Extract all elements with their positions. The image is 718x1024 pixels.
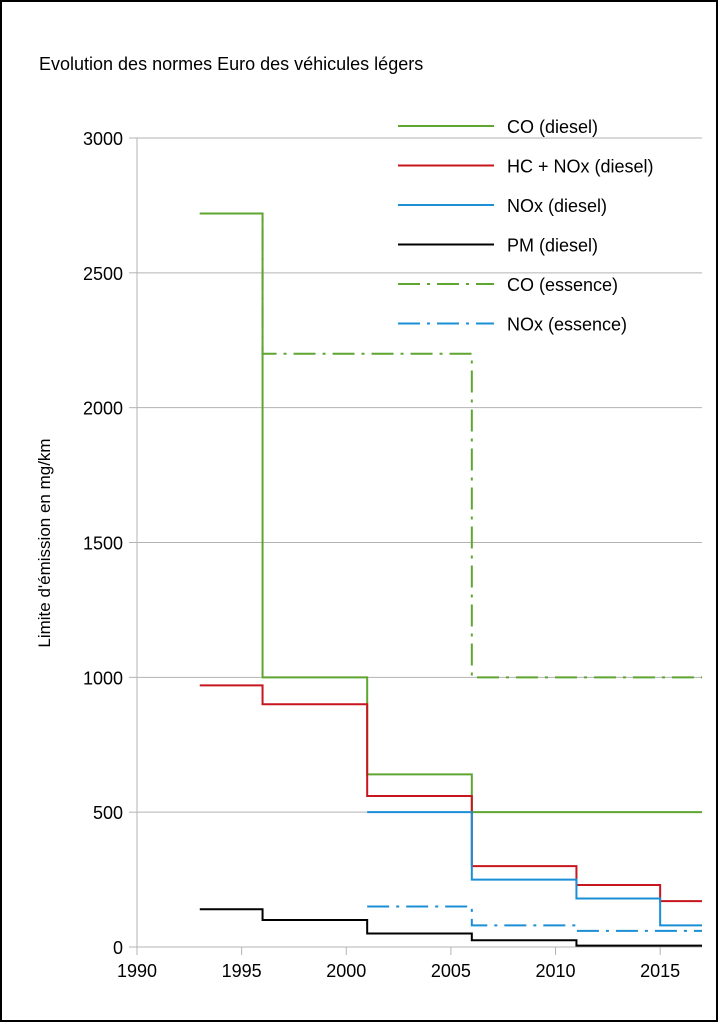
legend-label: HC + NOx (diesel) [507, 157, 654, 177]
x-tick-label: 1990 [117, 961, 157, 981]
y-tick-label: 2500 [83, 264, 123, 284]
x-tick-label: 2005 [431, 961, 471, 981]
x-tick-label: 2015 [640, 961, 680, 981]
legend-label: NOx (diesel) [507, 196, 607, 216]
legend-label: NOx (essence) [507, 315, 627, 335]
series-line [199, 908, 702, 947]
y-tick-label: 2000 [83, 399, 123, 419]
legend-label: CO (essence) [507, 275, 618, 295]
y-axis-label: Limite d'émission en mg/km [35, 438, 54, 647]
y-tick-label: 500 [93, 803, 123, 823]
series-line [367, 811, 702, 927]
series [199, 212, 702, 947]
series-line [199, 684, 702, 903]
legend-label: CO (diesel) [507, 117, 598, 137]
y-tick-label: 0 [113, 938, 123, 958]
y-tick-label: 1000 [83, 668, 123, 688]
y-tick-label: 1500 [83, 534, 123, 554]
chart-title: Evolution des normes Euro des véhicules … [39, 54, 423, 74]
x-tick-label: 2010 [535, 961, 575, 981]
y-tick-label: 3000 [83, 129, 123, 149]
series-line [367, 905, 702, 932]
legend: CO (diesel) HC + NOx (diesel) NOx (diesel)… [398, 117, 654, 335]
x-tick-label: 1995 [222, 961, 262, 981]
y-ticks: 0 500 1000 1500 2000 2500 3000 [83, 129, 137, 958]
grid [137, 137, 702, 813]
series-line [199, 212, 702, 814]
series-line [199, 212, 702, 679]
x-ticks: 1990 1995 2000 2005 2010 2015 [117, 947, 680, 981]
legend-label: PM (diesel) [507, 236, 598, 256]
x-tick-label: 2000 [326, 961, 366, 981]
